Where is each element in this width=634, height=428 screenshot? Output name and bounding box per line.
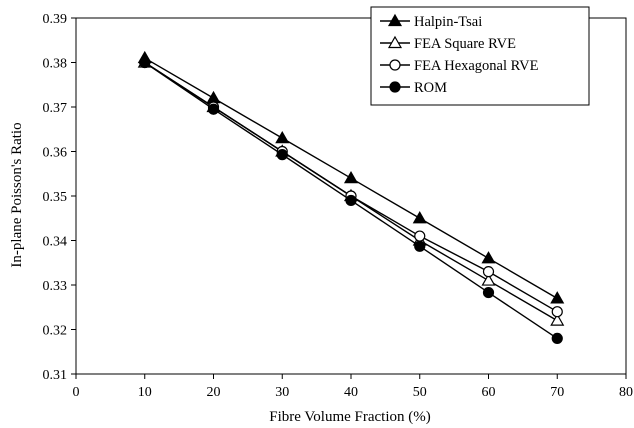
data-point — [415, 241, 425, 251]
x-tick-label: 30 — [275, 385, 289, 400]
legend-label: FEA Hexagonal RVE — [414, 58, 539, 74]
x-tick-label: 60 — [482, 385, 496, 400]
legend: Halpin-Tsai FEA Square RVE FEA Hexagonal R… — [371, 7, 589, 105]
y-tick-label: 0.39 — [43, 12, 68, 27]
data-point — [484, 288, 494, 298]
y-tick-label: 0.31 — [43, 368, 68, 383]
data-point — [346, 195, 356, 205]
data-point — [414, 212, 426, 223]
y-axis-label: In-plane Poisson's Ratio — [9, 122, 25, 267]
data-point — [484, 267, 494, 277]
x-tick-label: 50 — [413, 385, 427, 400]
y-tick-label: 0.33 — [43, 279, 68, 294]
data-point — [551, 292, 563, 303]
x-tick-label: 70 — [550, 385, 564, 400]
data-point — [483, 252, 495, 262]
data-point — [277, 150, 287, 160]
y-tick-label: 0.36 — [43, 146, 68, 161]
legend-label: Halpin-Tsai — [414, 14, 482, 30]
data-point — [415, 231, 425, 241]
x-tick-label: 20 — [207, 385, 221, 400]
legend-label: FEA Square RVE — [414, 36, 516, 52]
legend-marker — [390, 60, 400, 70]
legend-label: ROM — [414, 80, 447, 96]
legend-marker — [390, 82, 400, 92]
x-axis-label: Fibre Volume Fraction (%) — [269, 409, 431, 425]
data-point — [209, 104, 219, 114]
x-tick-label: 0 — [73, 385, 80, 400]
y-tick-label: 0.34 — [43, 235, 68, 250]
y-tick-label: 0.35 — [43, 190, 68, 205]
data-point — [345, 172, 357, 183]
x-tick-label: 80 — [619, 385, 633, 400]
x-tick-label: 10 — [138, 385, 152, 400]
data-point — [552, 333, 562, 343]
data-point — [552, 307, 562, 317]
y-tick-label: 0.32 — [43, 324, 68, 339]
x-tick-label: 40 — [344, 385, 358, 400]
y-tick-label: 0.38 — [43, 57, 68, 72]
data-point — [276, 132, 288, 143]
y-tick-label: 0.37 — [43, 101, 68, 116]
data-point — [140, 58, 150, 68]
